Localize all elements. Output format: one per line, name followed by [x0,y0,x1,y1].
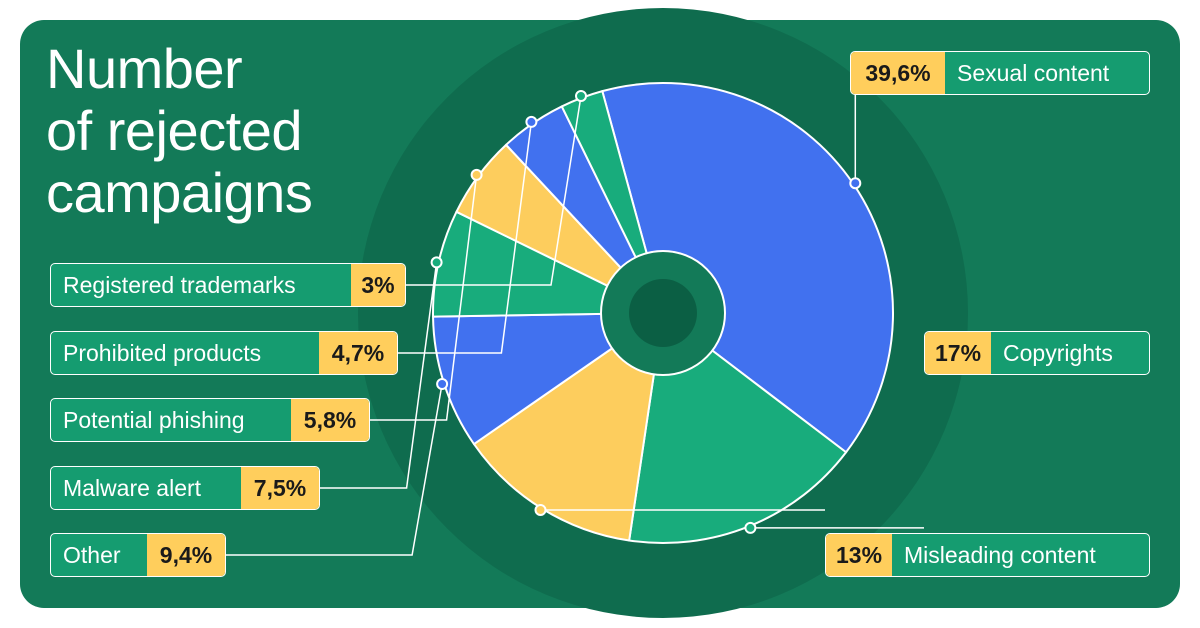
slice-label-malware-alert: Malware alert 7,5% [50,466,320,510]
slice-percent: 17% [925,332,991,374]
slice-label-sexual-content: 39,6% Sexual content [850,51,1150,95]
slice-label-prohibited-products: Prohibited products 4,7% [50,331,398,375]
slice-name: Prohibited products [63,339,262,366]
slice-name: Misleading content [904,541,1096,568]
title-line-3: campaigns [46,161,313,224]
leader-dot [436,378,449,390]
slice-percent: 3% [351,264,405,306]
slice-name: Copyrights [1003,339,1113,366]
chart-title: Number of rejected campaigns [46,38,406,224]
slice-name: Potential phishing [63,406,245,433]
title-line-2: of rejected [46,99,303,162]
pie-center-dot [629,279,697,347]
leader-dot [534,504,547,516]
leader-line [226,383,443,556]
leader-dot [744,521,757,534]
slice-name: Registered trademarks [63,271,296,298]
leader-dot [849,177,862,190]
slice-label-registered-trademarks: Registered trademarks 3% [50,263,406,307]
slice-percent: 5,8% [291,399,369,441]
leader-dot [575,90,587,102]
leader-lines [226,73,924,556]
leader-line [370,174,478,421]
leader-dot [430,256,443,269]
slice-name: Sexual content [957,59,1110,86]
slice-percent: 39,6% [851,52,945,94]
title-line-1: Number [46,37,243,100]
leader-dot [525,115,538,128]
leader-line [398,121,533,354]
slice-percent: 13% [826,534,892,576]
slice-percent: 7,5% [241,467,319,509]
leader-dot [470,168,483,181]
slice-label-misleading-content: 13% Misleading content [825,533,1150,577]
slice-name: Other [63,541,121,568]
slice-percent: 4,7% [319,332,397,374]
leader-line [406,95,582,286]
slice-label-potential-phishing: Potential phishing 5,8% [50,398,370,442]
slice-label-other: Other 9,4% [50,533,226,577]
slice-name: Malware alert [63,474,202,501]
leader-line [320,262,438,489]
slice-label-copyrights: 17% Copyrights [924,331,1150,375]
slice-percent: 9,4% [147,534,225,576]
